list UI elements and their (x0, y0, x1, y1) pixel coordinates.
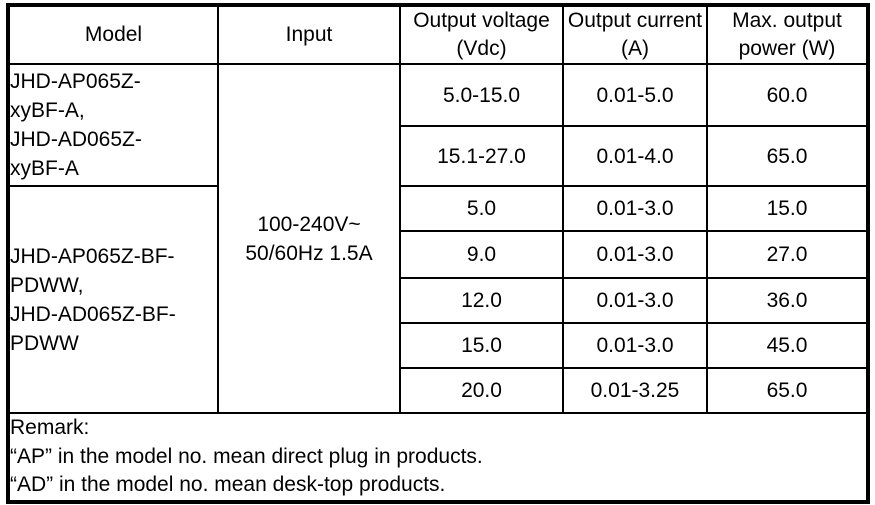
output-voltage-cell: 5.0 (399, 185, 564, 232)
output-voltage-cell: 5.0-15.0 (399, 63, 564, 127)
output-voltage-cell: 20.0 (399, 367, 564, 414)
spec-row: 15.1-27.0 0.01-4.0 65.0 (8, 125, 869, 187)
spec-row: 12.0 0.01-3.0 36.0 (8, 277, 869, 324)
output-current-cell: 0.01-3.25 (562, 367, 708, 414)
output-voltage-cell: 12.0 (399, 277, 564, 324)
spec-row: 20.0 0.01-3.25 65.0 (8, 367, 869, 414)
header-output-voltage: Output voltage (Vdc) (399, 4, 564, 65)
remark-row: Remark: “AP” in the model no. mean direct… (7, 412, 869, 503)
output-current-cell: 0.01-5.0 (562, 63, 708, 127)
max-power-cell: 45.0 (706, 322, 869, 369)
output-voltage-cell: 15.0 (399, 322, 564, 369)
output-voltage-cell: 9.0 (399, 230, 564, 279)
header-row: Model Input Output voltage (Vdc) Output … (7, 4, 869, 65)
max-power-cell: 15.0 (706, 185, 869, 232)
model-group-1-cell: JHD-AP065Z-xyBF-A, JHD-AD065Z-xyBF-A (7, 63, 219, 187)
output-current-cell: 0.01-3.0 (562, 185, 708, 232)
header-model: Model (7, 4, 219, 65)
max-power-cell: 36.0 (706, 277, 869, 324)
output-voltage-cell: 15.1-27.0 (399, 125, 564, 187)
header-output-current: Output current (A) (562, 4, 708, 65)
spec-row: JHD-AP065Z-BF- PDWW, JHD-AD065Z-BF- PDWW 5.… (7, 185, 869, 414)
output-current-cell: 0.01-3.0 (562, 230, 708, 279)
spec-row: 9.0 0.01-3.0 27.0 (8, 230, 869, 279)
header-input: Input (217, 4, 401, 65)
output-current-cell: 0.01-3.0 (562, 277, 708, 324)
spec-row: JHD-AP065Z-xyBF-A, JHD-AD065Z-xyBF-A 100-… (7, 63, 869, 414)
max-power-cell: 60.0 (706, 63, 869, 127)
max-power-cell: 27.0 (706, 230, 869, 279)
spec-table: Model Input Output voltage (Vdc) Output … (6, 3, 870, 504)
output-current-cell: 0.01-3.0 (562, 322, 708, 369)
spec-row: 15.0 0.01-3.0 45.0 (8, 322, 869, 369)
remark-cell: Remark: “AP” in the model no. mean direct… (7, 412, 869, 503)
output-current-cell: 0.01-4.0 (562, 125, 708, 187)
input-cell: 100-240V~ 50/60Hz 1.5A (217, 63, 401, 414)
max-power-cell: 65.0 (706, 125, 869, 187)
model-group-2-cell: JHD-AP065Z-BF- PDWW, JHD-AD065Z-BF- PDWW (7, 185, 219, 414)
header-max-output-power: Max. output power (W) (706, 4, 869, 65)
max-power-cell: 65.0 (706, 367, 869, 414)
